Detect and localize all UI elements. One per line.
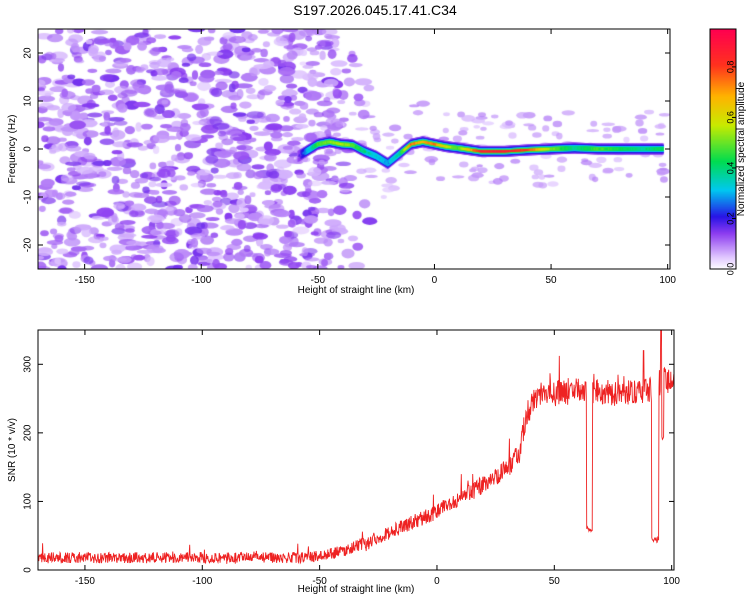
line-x-tick-label: -100 — [192, 576, 212, 587]
line-x-tick-label: -150 — [75, 576, 95, 587]
line-x-tick-label: 0 — [434, 576, 440, 587]
heatmap-y-tick-label: -10 — [23, 189, 34, 204]
heatmap-x-tick-label: -150 — [75, 275, 95, 286]
figure-title: S197.2026.045.17.41.C34 — [293, 2, 457, 18]
line-y-tick-label: 100 — [23, 493, 34, 510]
colorbar-gradient — [710, 29, 736, 269]
colorbar-axes: Normalized spectral amplitude 0.0 0.2 0.4 0… — [709, 28, 747, 276]
heatmap-x-tick-label: 50 — [546, 275, 558, 286]
heatmap-y-label: Frequency (Hz) — [7, 115, 18, 184]
heatmap-x-tick-label: -100 — [191, 275, 211, 286]
colorbar-tick-label: 0.8 — [725, 61, 735, 74]
line-y-tick-label: 200 — [23, 424, 34, 441]
colorbar-tick-label: 0.0 — [725, 263, 735, 276]
line-x-tick-label: 50 — [549, 576, 561, 587]
heatmap-y-tick-label: -20 — [23, 237, 34, 252]
line-y-tick-label: 300 — [23, 356, 34, 373]
heatmap-x-tick-label: 100 — [659, 275, 676, 286]
line-y-tick-label: 0 — [23, 567, 34, 573]
line-x-label: Height of straight line (km) — [298, 584, 415, 595]
line-y-label: SNR (10 * v/v) — [7, 418, 18, 482]
heatmap-x-tick-label: -50 — [311, 275, 326, 286]
heatmap-y-tick-label: 0 — [23, 146, 34, 152]
colorbar-tick-label: 0.4 — [725, 162, 735, 175]
colorbar-tick-label: 0.6 — [725, 111, 735, 124]
colorbar-label: Normalized spectral amplitude — [736, 81, 747, 216]
spectrogram-heatmap — [38, 29, 670, 269]
colorbar-frame — [709, 28, 737, 270]
heatmap-x-tick-label: 0 — [432, 275, 438, 286]
line-chart-frame — [37, 329, 675, 571]
line-x-tick-label: -50 — [312, 576, 327, 587]
heatmap-y-tick-label: 20 — [23, 47, 34, 59]
heatmap-y-tick-label: 10 — [23, 95, 34, 107]
heatmap-x-label: Height of straight line (km) — [298, 285, 415, 296]
line-x-tick-label: 100 — [663, 576, 680, 587]
colorbar-tick-label: 0.2 — [725, 212, 735, 225]
snr-series-line — [38, 330, 674, 565]
spectrogram-axes: Height of straight line (km) Frequency (… — [7, 28, 676, 296]
